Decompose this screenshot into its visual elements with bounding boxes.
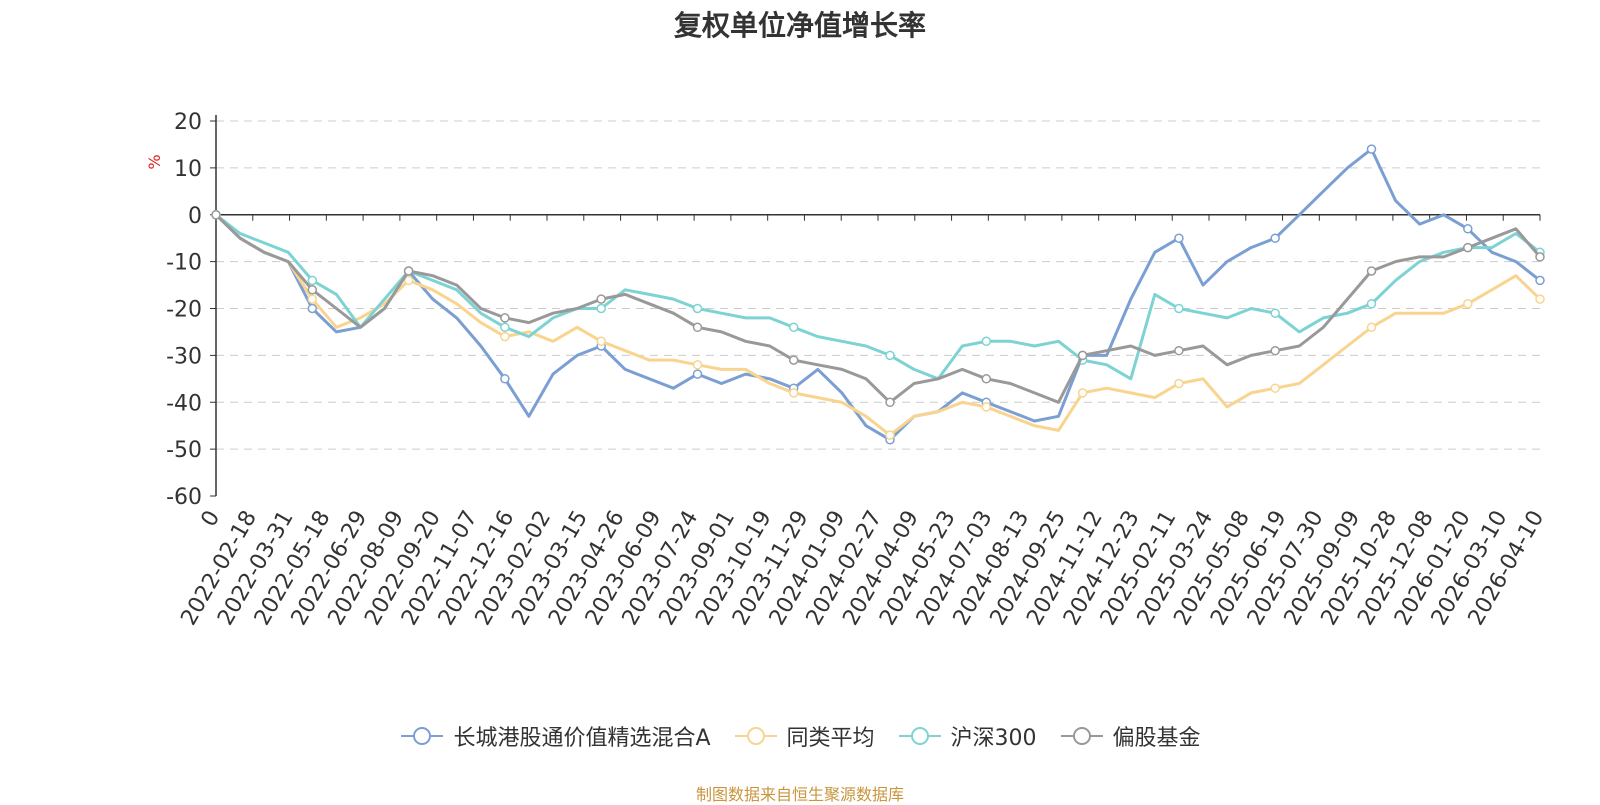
series-point-3 (403, 266, 414, 276)
series-point-2 (885, 350, 895, 361)
series-line-1 (214, 213, 1542, 437)
series-point-3 (692, 322, 703, 333)
series-point-3 (1366, 266, 1377, 276)
series-point-1 (500, 331, 510, 342)
series-point-1 (596, 336, 606, 347)
series-point-2 (307, 275, 318, 286)
series-point-1 (981, 402, 992, 412)
legend: 长城港股通价值精选混合A 同类平均 沪深300 偏股基金 (0, 720, 1600, 752)
legend-label: 沪深300 (950, 726, 1037, 751)
series-point-0 (1270, 233, 1280, 243)
series-point-1 (1366, 322, 1377, 333)
y-tick-label: -30 (166, 344, 202, 369)
series-point-0 (692, 369, 703, 379)
legend-label: 偏股基金 (1112, 726, 1201, 751)
y-axis-label: % (145, 154, 164, 169)
y-tick-label: 0 (188, 204, 202, 229)
series-point-2 (1270, 308, 1280, 318)
series-point-1 (692, 360, 703, 370)
series-line-0 (214, 147, 1541, 442)
series-point-2 (1174, 303, 1184, 314)
series-point-0 (307, 303, 318, 314)
x-tick-label: 0 (197, 507, 226, 532)
series-point-3 (1463, 242, 1473, 253)
series-point-1 (403, 275, 414, 286)
series-point-3 (788, 355, 799, 365)
legend-label: 同类平均 (786, 726, 875, 751)
series-point-0 (500, 374, 510, 384)
series-point-1 (307, 294, 318, 304)
legend-item-fund[interactable]: 长城港股通价值精选混合A (399, 720, 711, 752)
legend-label: 长城港股通价值精选混合A (453, 726, 711, 751)
series-point-2 (981, 336, 992, 347)
series-point-1 (885, 430, 895, 440)
series-point-3 (1174, 345, 1184, 356)
series-point-1 (788, 388, 799, 398)
legend-marker-icon (1060, 727, 1103, 745)
chart-title: 复权单位净值增长率 (673, 9, 926, 42)
y-tick-label: 20 (174, 110, 202, 135)
series-point-3 (1270, 345, 1280, 356)
series-lines (211, 144, 1545, 445)
series-point-3 (596, 294, 606, 304)
legend-marker-icon (401, 727, 444, 745)
series-point-1 (1174, 378, 1184, 389)
series-point-3 (981, 374, 992, 384)
y-tick-label: -50 (166, 438, 202, 463)
series-point-1 (1463, 299, 1473, 309)
series-point-2 (692, 303, 703, 314)
series-point-2 (788, 322, 799, 333)
series-point-0 (1463, 224, 1473, 234)
series-point-0 (1366, 144, 1377, 154)
series-point-3 (211, 210, 221, 220)
series-point-3 (500, 313, 510, 323)
series-point-2 (1366, 299, 1377, 309)
data-source-note: 制图数据来自恒生聚源数据库 (695, 785, 904, 804)
series-point-2 (500, 322, 510, 333)
series-point-0 (1535, 275, 1545, 286)
series-point-3 (1077, 350, 1088, 361)
series-line-3 (214, 213, 1542, 404)
legend-marker-icon (734, 727, 777, 745)
y-tick-label: 10 (174, 157, 202, 182)
legend-marker-icon (898, 727, 941, 745)
series-point-0 (1174, 233, 1184, 243)
y-tick-label: -20 (166, 298, 202, 323)
series-point-3 (307, 285, 318, 295)
series-point-3 (885, 397, 895, 408)
legend-item-csi300[interactable]: 沪深300 (897, 720, 1037, 752)
series-point-3 (1535, 252, 1545, 262)
grid-lines (216, 120, 1540, 450)
legend-item-peer-average[interactable]: 同类平均 (733, 720, 875, 752)
series-point-2 (596, 303, 606, 314)
legend-item-equity-funds[interactable]: 偏股基金 (1059, 720, 1201, 752)
y-tick-label: -60 (166, 485, 202, 510)
y-tick-label: -10 (166, 251, 202, 276)
series-point-1 (1077, 388, 1088, 398)
series-point-1 (1535, 294, 1545, 304)
series-point-1 (1270, 383, 1280, 393)
y-tick-label: -40 (166, 391, 202, 416)
series-line-2 (215, 213, 1541, 381)
